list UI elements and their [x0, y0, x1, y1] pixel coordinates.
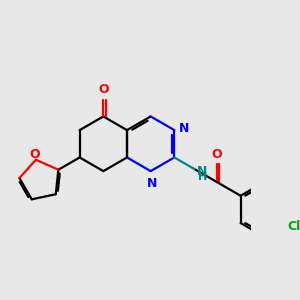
Text: O: O — [29, 148, 40, 161]
Text: O: O — [98, 83, 109, 96]
Text: Cl: Cl — [288, 220, 300, 233]
Text: N: N — [179, 122, 189, 135]
Text: N: N — [197, 165, 207, 178]
Text: H: H — [198, 172, 207, 182]
Text: O: O — [212, 148, 222, 161]
Text: N: N — [147, 177, 157, 190]
